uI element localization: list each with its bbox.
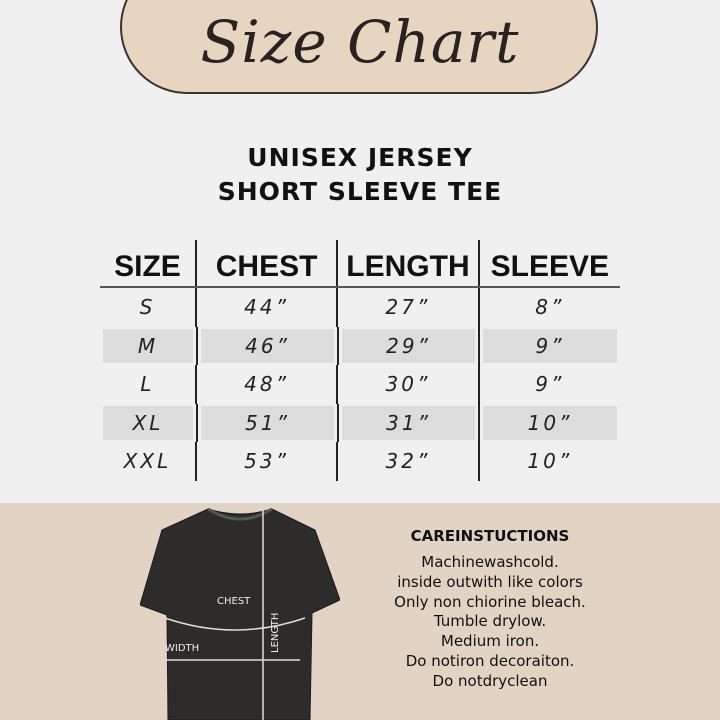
tshirt-shape [140, 508, 340, 720]
header-sleeve: SLEEVE [477, 240, 620, 286]
title-banner [120, 0, 598, 94]
care-line: Do notdryclean [432, 671, 548, 690]
cell-size: XL [100, 404, 196, 443]
cell-length: 32” [336, 442, 477, 481]
care-line: Do notiron decoraiton. [405, 651, 575, 670]
cell-size: S [139, 295, 156, 320]
bottom-panel [0, 503, 720, 720]
chest-arrow [164, 617, 306, 631]
header-length: LENGTH [336, 240, 477, 286]
length-label: LENGTH [270, 613, 281, 653]
care-line: inside outwith like colors [397, 572, 583, 591]
cell-sleeve: 10” [477, 442, 620, 481]
cell-length: 29” [337, 326, 478, 365]
cell-sleeve: 9” [477, 365, 620, 404]
tshirt-diagram: CHEST WIDTH LENGTH [140, 507, 340, 720]
cell-chest: 46” [196, 326, 337, 365]
tshirt-collar [207, 507, 273, 521]
table-row: XXL 53” 32” 10” [100, 442, 620, 481]
table-header: SIZE CHEST LENGTH SLEEVE [100, 240, 620, 288]
care-line: Tumble drylow. [433, 612, 547, 631]
cell-length: 30” [336, 365, 477, 404]
care-instructions: CAREINSTUCTIONS Machinewashcold. inside … [360, 527, 620, 692]
size-chart-title: Size Chart [200, 8, 520, 76]
header-chest: CHEST [194, 240, 336, 286]
product-name-line2: SHORT SLEEVE TEE [217, 177, 503, 206]
cell-chest: 44” [194, 288, 336, 327]
care-line: Machinewashcold. [421, 553, 559, 571]
cell-length: 31” [337, 403, 478, 442]
cell-chest: 48” [194, 365, 336, 404]
table-row: L 48” 30” 9” [100, 365, 620, 404]
care-line: Only non chiorine bleach. [394, 592, 586, 611]
cell-sleeve: 8” [477, 288, 620, 327]
header-size: SIZE [114, 250, 181, 283]
cell-length: 27” [336, 288, 477, 327]
table-row: M 46” 29” 9” [100, 326, 620, 366]
size-table: SIZE CHEST LENGTH SLEEVE S 44” 27” 8” M 46” 2… [100, 240, 620, 481]
width-label: WIDTH [165, 643, 199, 654]
table-row: S 44” 27” 8” [100, 288, 620, 327]
chest-label: CHEST [217, 596, 251, 607]
cell-chest: 53” [194, 442, 336, 481]
cell-sleeve: 9” [478, 326, 620, 365]
care-title: CAREINSTUCTIONS [410, 527, 570, 545]
cell-size: XXL [123, 449, 172, 474]
cell-size: M [100, 327, 196, 366]
cell-sleeve: 10” [478, 403, 620, 442]
table-row: XL 51” 31” 10” [100, 403, 620, 443]
product-name-line1: UNISEX JERSEY [247, 143, 473, 172]
cell-size: L [140, 372, 155, 397]
cell-chest: 51” [196, 403, 337, 442]
care-line: Medium iron. [440, 632, 540, 651]
